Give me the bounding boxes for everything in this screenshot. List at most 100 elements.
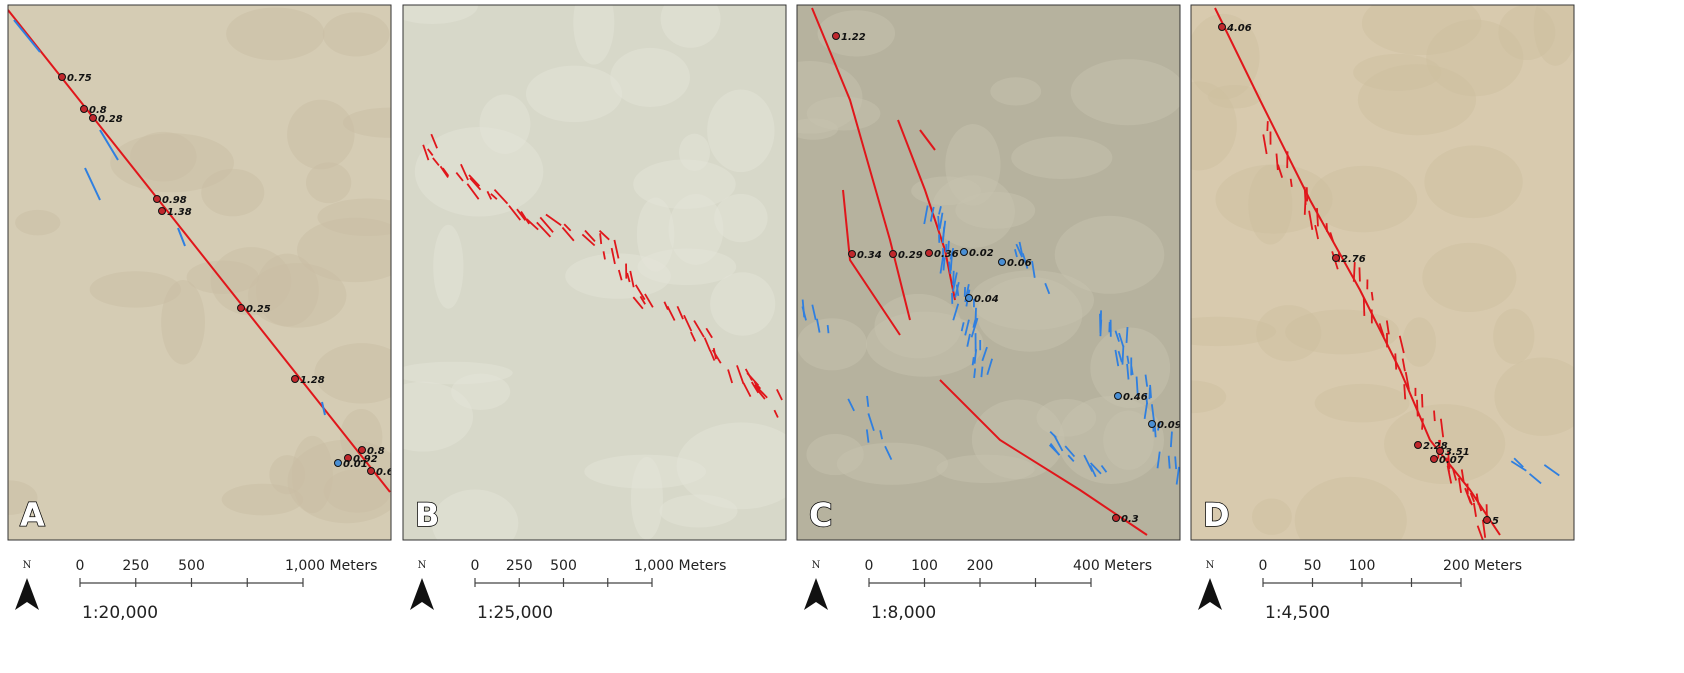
- fault-trace: [1291, 179, 1292, 187]
- sample-point: [1431, 456, 1438, 463]
- sample-point: [1219, 24, 1226, 31]
- terrain-patch: [659, 494, 737, 527]
- point-label: 4.06: [1226, 23, 1252, 34]
- point-label: 0.25: [246, 304, 271, 315]
- fault-trace: [791, 298, 792, 308]
- fault-trace: [1175, 456, 1176, 469]
- sample-point: [890, 251, 897, 258]
- terrain-patch: [637, 198, 675, 272]
- terrain-patch: [323, 12, 390, 56]
- scale-ratio: 1:25,000: [477, 603, 553, 623]
- point-label: 0.36: [934, 249, 959, 260]
- fault-trace: [1364, 298, 1365, 316]
- fault-trace: [828, 325, 829, 333]
- north-label: N: [1206, 560, 1215, 571]
- fault-trace: [974, 368, 975, 378]
- terrain-patch: [1252, 498, 1292, 534]
- terrain-patch: [287, 100, 354, 170]
- fault-trace: [938, 216, 939, 230]
- terrain-patch: [1426, 20, 1523, 97]
- point-label: 1.38: [167, 207, 192, 218]
- sample-point: [81, 106, 88, 113]
- north-label: N: [418, 560, 427, 571]
- scale-label: 1,000 Meters: [285, 558, 377, 574]
- terrain-patch: [1424, 146, 1522, 219]
- scale-label: 100: [911, 558, 938, 574]
- point-label: 2.76: [1341, 254, 1366, 265]
- north-arrow: [1198, 578, 1222, 610]
- fault-trace: [1417, 400, 1418, 417]
- terrain-patch: [1402, 317, 1436, 366]
- point-label: 0.46: [1123, 392, 1148, 403]
- point-label: 2.28: [1423, 441, 1448, 452]
- scale-label: 0: [865, 558, 874, 574]
- scale-label: 500: [178, 558, 205, 574]
- scale-label: 50: [1304, 558, 1322, 574]
- sample-point: [368, 468, 375, 475]
- sample-point: [849, 251, 856, 258]
- scale-label: 250: [506, 558, 533, 574]
- fault-trace: [1127, 327, 1128, 343]
- terrain-patch: [806, 434, 863, 475]
- terrain-patch: [314, 343, 408, 403]
- map-panel: 4.062.762.283.510.075D: [1156, 0, 1590, 564]
- terrain-patch: [990, 77, 1041, 105]
- terrain-patch: [1295, 477, 1407, 564]
- sample-point: [154, 196, 161, 203]
- point-label: 0.29: [898, 250, 923, 261]
- terrain-patch: [306, 162, 351, 203]
- sample-point: [90, 115, 97, 122]
- terrain-patch: [226, 7, 324, 60]
- scale-label: 100: [1349, 558, 1376, 574]
- sample-point: [1484, 517, 1491, 524]
- terrain-patch: [1493, 309, 1534, 364]
- north-label: N: [812, 560, 821, 571]
- fault-trace: [1395, 353, 1396, 369]
- point-label: 0.28: [98, 114, 123, 125]
- north-arrow: [410, 578, 434, 610]
- terrain-patch: [977, 277, 1082, 352]
- terrain-patch: [1103, 410, 1154, 469]
- sample-point: [833, 33, 840, 40]
- sample-point: [966, 295, 973, 302]
- terrain-patch: [1071, 59, 1186, 125]
- scale-ratio: 1:20,000: [82, 603, 158, 623]
- scale-label: 200 Meters: [1443, 558, 1522, 574]
- panel-letter: D: [1203, 496, 1230, 534]
- fault-trace: [1372, 292, 1373, 300]
- point-label: 0.09: [1157, 420, 1182, 431]
- fault-trace: [1169, 456, 1170, 469]
- scale-label: 200: [967, 558, 994, 574]
- scale-label: 400 Meters: [1073, 558, 1152, 574]
- sample-point: [59, 74, 66, 81]
- terrain-patch: [526, 66, 622, 123]
- scale-ratio: 1:4,500: [1265, 603, 1330, 623]
- north-label: N: [23, 560, 32, 571]
- point-label: 0.07: [1439, 455, 1464, 466]
- point-label: 0.34: [857, 250, 882, 261]
- panel-letter: B: [415, 496, 439, 534]
- sample-point: [335, 460, 342, 467]
- terrain-patch: [936, 455, 1034, 483]
- fault-trace: [867, 396, 868, 407]
- terrain-patch: [710, 272, 775, 336]
- panel-letter: A: [20, 496, 45, 534]
- sample-point: [1415, 442, 1422, 449]
- sample-point: [1333, 255, 1340, 262]
- fault-trace: [1317, 208, 1318, 226]
- terrain-patch: [15, 210, 60, 235]
- terrain-patch: [130, 132, 196, 182]
- scale-label: 500: [550, 558, 577, 574]
- sample-point: [1115, 393, 1122, 400]
- point-label: 0.06: [1007, 258, 1032, 269]
- sample-point: [238, 305, 245, 312]
- terrain-patch: [1315, 384, 1410, 422]
- terrain-patch: [714, 194, 767, 242]
- terrain-patch: [1037, 399, 1097, 437]
- terrain-patch: [161, 280, 205, 365]
- terrain-patch: [288, 440, 407, 524]
- terrain-patch: [1494, 357, 1590, 435]
- point-label: 0.3: [1121, 514, 1139, 525]
- terrain-patch: [201, 169, 264, 216]
